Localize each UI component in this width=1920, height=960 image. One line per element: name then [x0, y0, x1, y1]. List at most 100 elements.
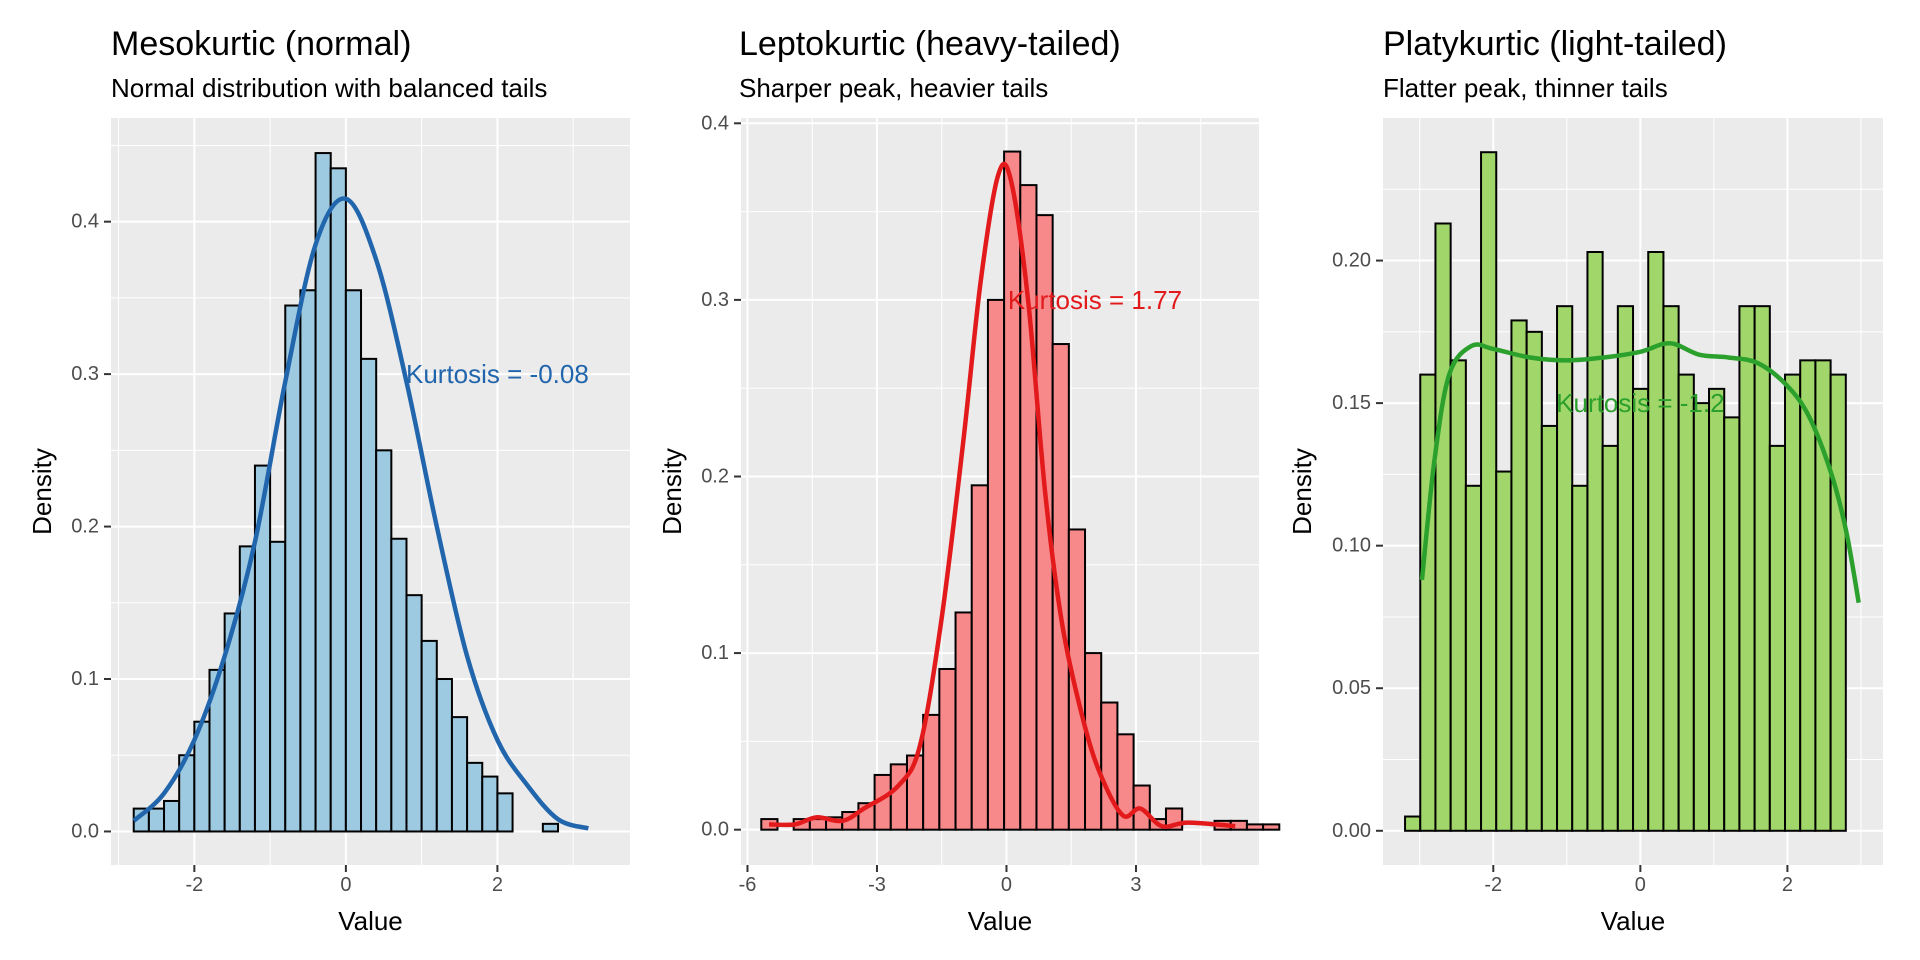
- histogram-bar: [163, 799, 181, 833]
- histogram-bar: [986, 298, 1006, 831]
- histogram-bar: [1434, 222, 1452, 832]
- histogram-bar: [889, 763, 908, 831]
- histogram-bar: [808, 818, 828, 831]
- histogram-bar: [1799, 359, 1817, 832]
- histogram-bar: [496, 792, 514, 833]
- histogram-bar: [1419, 373, 1437, 832]
- x-tick-label: -3: [868, 874, 886, 896]
- histogram-bar: [420, 639, 438, 833]
- histogram-bar: [1677, 373, 1695, 832]
- histogram-bar: [541, 822, 560, 833]
- chart-panel-3: Platykurtic (light-tailed) Flatter peak, …: [1287, 25, 1883, 936]
- histogram-bar: [938, 667, 957, 831]
- histogram-bar: [1510, 319, 1528, 832]
- kurtosis-annotation: Kurtosis = -0.08: [406, 359, 589, 389]
- kurtosis-annotation: Kurtosis = 1.77: [1008, 285, 1182, 315]
- y-tick-label: 0.05: [1332, 677, 1371, 699]
- histogram-bar: [1003, 150, 1022, 831]
- y-tick-label: 0.10: [1332, 535, 1371, 557]
- histogram-bar: [1495, 470, 1513, 832]
- histogram-bar: [1662, 305, 1680, 832]
- y-tick-label: 0.20: [1332, 250, 1371, 272]
- x-axis: -6 -3 0 3: [739, 865, 1142, 896]
- y-tick-label: 0.4: [701, 112, 729, 134]
- x-tick-label: 0: [340, 874, 351, 896]
- histogram-bar: [954, 611, 973, 831]
- histogram-bar: [1616, 305, 1635, 832]
- histogram-bar: [1632, 387, 1650, 832]
- x-tick-label: -6: [739, 874, 757, 896]
- histogram-bar: [922, 713, 941, 831]
- chart-title: Mesokurtic (normal): [111, 25, 411, 63]
- histogram-bar: [1449, 359, 1467, 832]
- x-axis-title: Value: [968, 906, 1033, 936]
- histogram-bar: [1738, 305, 1756, 832]
- x-axis: -2 0 2: [1484, 865, 1793, 896]
- histogram-bar: [1708, 387, 1726, 832]
- y-axis: 0.0 0.1 0.2 0.3 0.4: [701, 112, 741, 841]
- histogram-bar: [375, 449, 393, 833]
- chart-subtitle: Normal distribution with balanced tails: [111, 73, 547, 103]
- histogram-bar: [147, 807, 166, 833]
- x-axis: -2 0 2: [185, 865, 503, 896]
- y-tick-label: 0.2: [701, 465, 729, 487]
- y-tick-label: 0.00: [1332, 820, 1371, 842]
- histogram-bar: [329, 167, 347, 833]
- histogram-bar: [1525, 330, 1543, 832]
- y-tick-label: 0.3: [71, 363, 99, 385]
- histogram-bar: [1464, 484, 1483, 832]
- histogram-bar: [1262, 823, 1281, 831]
- histogram-bar: [284, 304, 302, 833]
- y-tick-label: 0.4: [71, 211, 99, 233]
- histogram-bar: [466, 761, 484, 833]
- histogram-bar: [269, 540, 287, 833]
- histogram-bar: [1753, 305, 1771, 832]
- histogram-bar: [450, 716, 469, 833]
- histogram-bar: [1116, 733, 1135, 831]
- x-axis-title: Value: [1601, 906, 1666, 936]
- y-tick-label: 0.15: [1332, 392, 1371, 414]
- y-axis: 0.0 0.1 0.2 0.3 0.4: [71, 211, 111, 842]
- histogram-bar: [1723, 416, 1741, 832]
- histogram-bar: [344, 289, 363, 833]
- histogram-bars: [1404, 151, 1847, 832]
- x-tick-label: 2: [1782, 874, 1793, 896]
- x-tick-label: 0: [1001, 874, 1012, 896]
- y-axis: 0.00 0.05 0.10 0.15 0.20: [1332, 250, 1383, 842]
- histogram-bar: [390, 537, 408, 833]
- histogram-bar: [314, 152, 332, 833]
- histogram-bar: [481, 775, 499, 833]
- histogram-bar: [1404, 815, 1422, 832]
- histogram-bar: [299, 289, 317, 833]
- histogram-bar: [1556, 305, 1574, 832]
- y-axis-title: Density: [27, 448, 57, 535]
- x-tick-label: 3: [1130, 874, 1141, 896]
- x-tick-label: -2: [1484, 874, 1502, 896]
- histogram-bar: [970, 484, 989, 831]
- histogram-bar: [435, 678, 453, 833]
- kurtosis-annotation: Kurtosis = -1.2: [1556, 388, 1724, 418]
- x-tick-label: 2: [492, 874, 503, 896]
- y-tick-label: 0.3: [701, 289, 729, 311]
- chart-subtitle: Flatter peak, thinner tails: [1383, 73, 1668, 103]
- density-curve: [769, 161, 1236, 829]
- y-tick-label: 0.0: [71, 820, 99, 842]
- x-tick-label: 0: [1635, 874, 1646, 896]
- histogram-bar: [1245, 823, 1265, 831]
- histogram-bar: [1571, 484, 1589, 832]
- histogram-bar: [1692, 402, 1711, 832]
- chart-title: Leptokurtic (heavy-tailed): [739, 25, 1121, 63]
- histogram-bar: [1784, 373, 1802, 832]
- histogram-bar: [1647, 251, 1665, 832]
- histogram-bar: [1480, 151, 1498, 832]
- x-tick-label: -2: [185, 874, 203, 896]
- histogram-bar: [405, 594, 423, 833]
- x-axis-title: Value: [338, 906, 403, 936]
- histogram-bar: [1601, 444, 1619, 832]
- chart-panel-1: Mesokurtic (normal) Normal distribution w…: [27, 25, 630, 936]
- histogram-bars: [132, 152, 560, 833]
- chart-subtitle: Sharper peak, heavier tails: [739, 73, 1048, 103]
- y-tick-label: 0.0: [701, 819, 729, 841]
- histogram-bar: [1768, 444, 1787, 832]
